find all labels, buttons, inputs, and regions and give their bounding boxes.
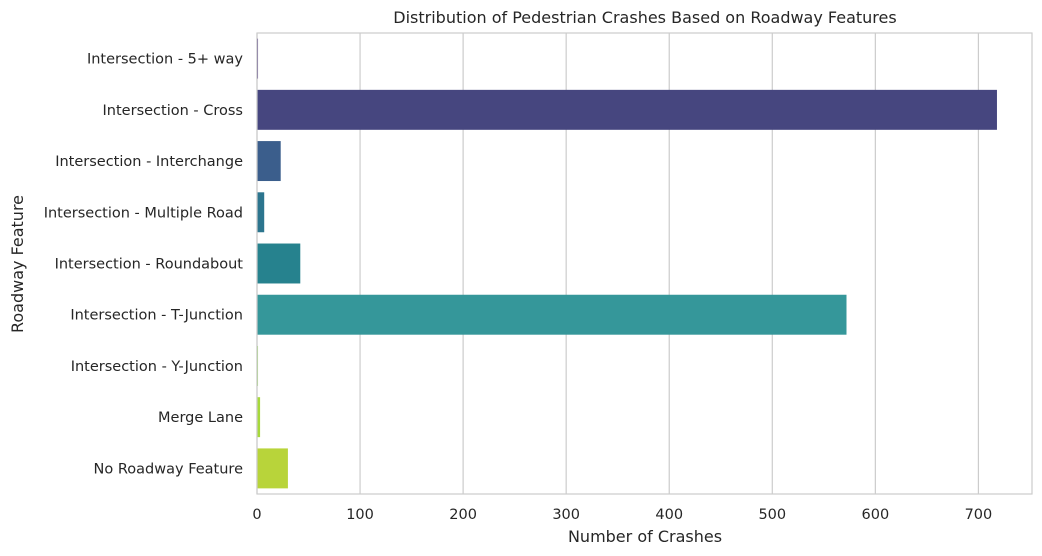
x-tick-label: 400: [655, 507, 683, 523]
x-tick-label: 100: [346, 507, 374, 523]
bar: [257, 448, 288, 489]
y-tick-label: Intersection - Roundabout: [55, 257, 244, 273]
x-tick-label: 0: [252, 507, 261, 523]
y-tick-label: Intersection - Multiple Road: [44, 205, 243, 221]
plot-frame: [256, 32, 1033, 495]
y-tick-label: Merge Lane: [158, 410, 243, 426]
y-axis-title: Roadway Feature: [8, 195, 27, 333]
x-tick-label: 600: [862, 507, 890, 523]
bar: [257, 397, 261, 438]
y-tick-labels: Intersection - 5+ way Intersection - Cros…: [44, 52, 244, 478]
bar: [257, 192, 265, 233]
y-tick-label: Intersection - Cross: [103, 103, 243, 119]
x-tick-label: 300: [552, 507, 580, 523]
x-tick-labels: 0 100 200 300 400 500 600 700: [252, 507, 992, 523]
bar: [257, 243, 301, 284]
y-tick-label: Intersection - Interchange: [55, 154, 243, 170]
x-tick-label: 500: [758, 507, 786, 523]
bar: [257, 89, 997, 130]
chart-title: Distribution of Pedestrian Crashes Based…: [393, 8, 896, 27]
bars: [257, 38, 997, 489]
y-tick-label: No Roadway Feature: [94, 461, 244, 477]
x-tick-label: 200: [449, 507, 477, 523]
bar: [257, 294, 847, 335]
y-tick-label: Intersection - T-Junction: [70, 308, 243, 324]
y-tick-label: Intersection - 5+ way: [87, 52, 243, 68]
y-tick-label: Intersection - Y-Junction: [71, 359, 243, 375]
bar: [257, 141, 281, 182]
x-axis-title: Number of Crashes: [568, 527, 722, 546]
x-tick-label: 700: [965, 507, 993, 523]
